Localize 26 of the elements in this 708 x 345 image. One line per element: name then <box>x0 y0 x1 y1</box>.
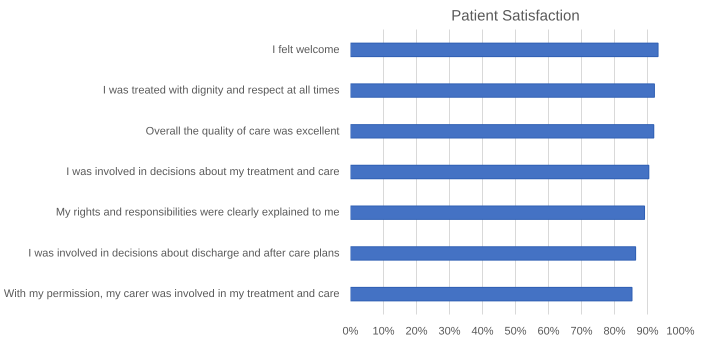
chart-title: Patient Satisfaction <box>451 8 580 24</box>
x-tick-label: 60% <box>537 326 560 338</box>
y-tick-label: I was involved in decisions about discharge and after care plans <box>28 247 340 260</box>
x-tick-label: 80% <box>603 326 626 338</box>
bar <box>350 164 650 180</box>
y-tick-label: With my permission, my carer was involved in my treatment and care <box>4 288 340 300</box>
bar <box>350 205 646 220</box>
bar <box>350 286 632 302</box>
x-tick-label: 30% <box>438 326 461 338</box>
bar <box>350 246 636 261</box>
y-tick-label: I was treated with dignity and respect at all times <box>102 84 340 97</box>
bar <box>350 83 655 98</box>
bar <box>350 124 654 139</box>
x-tick-label: 20% <box>405 326 428 338</box>
x-tick-label: 70% <box>570 326 593 338</box>
x-tick-label: 100% <box>666 326 695 338</box>
y-tick-label: My rights and responsibilities were clearly explained to me <box>56 206 340 219</box>
x-tick-label: 50% <box>504 326 527 338</box>
x-tick-label: 0% <box>342 326 359 338</box>
x-tick-label: 10% <box>372 326 395 338</box>
x-tick-label: 90% <box>636 326 659 338</box>
bar <box>350 42 659 58</box>
x-tick-label: 40% <box>471 326 494 338</box>
y-tick-label: I was involved in decisions about my treatment and care <box>66 166 340 178</box>
y-tick-label: I felt welcome <box>272 44 340 56</box>
y-tick-label: Overall the quality of care was excellent <box>146 125 340 138</box>
